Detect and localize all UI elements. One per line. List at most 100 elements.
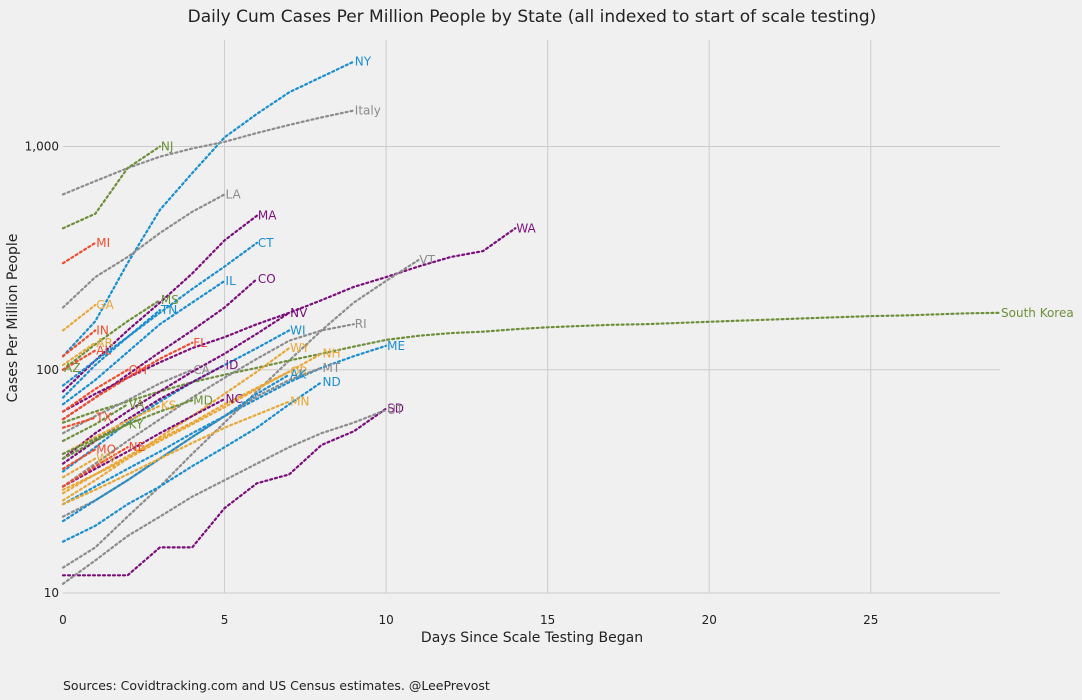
series-line-ny: [61, 60, 355, 358]
series-line-md: [61, 399, 194, 460]
series-line-ri: [61, 323, 355, 488]
series-line-nh: [61, 352, 323, 495]
series-line-vt: [61, 259, 420, 569]
series-line-ks: [61, 404, 161, 455]
series-label: LA: [226, 187, 242, 201]
series-line-mo: [61, 448, 97, 470]
series-label: ID: [226, 358, 239, 372]
series-label: MT: [322, 361, 340, 375]
series-line-wa: [61, 227, 517, 413]
axis-ticks: 0 5 10 15 20 25 10 100 1,000: [25, 140, 879, 627]
series-line-ms: [61, 299, 161, 371]
series-label: ME: [387, 339, 405, 353]
y-tick-label: 1,000: [25, 140, 59, 154]
series-label: ND: [322, 375, 340, 389]
series-line-al: [61, 349, 97, 371]
series-label: WI: [290, 323, 305, 337]
series-label: VA: [129, 397, 145, 411]
series-line-ct: [61, 241, 258, 387]
series-line-mn: [61, 400, 291, 506]
chart-title: Daily Cum Cases Per Million People by St…: [188, 7, 877, 27]
series-label: Italy: [355, 103, 381, 117]
x-tick-label: 10: [378, 613, 393, 627]
series-line-ne: [61, 446, 129, 488]
series-line-va: [61, 403, 129, 442]
series-label: TN: [160, 303, 177, 317]
series-label: MO: [96, 442, 116, 456]
series-line-in: [61, 329, 97, 358]
series-label: MD: [193, 393, 213, 407]
series-label: CT: [258, 236, 274, 250]
series-lines: [61, 60, 1002, 585]
series-label: KY: [129, 417, 144, 431]
x-axis-label: Days Since Scale Testing Began: [421, 630, 643, 646]
series-label: South Korea: [1001, 306, 1074, 320]
series-line-oh: [61, 368, 129, 413]
series-line-ut: [61, 408, 388, 585]
series-label: AL: [96, 343, 111, 357]
series-label: CO: [258, 272, 276, 286]
series-line-nd: [61, 381, 323, 543]
series-label: WA: [516, 221, 536, 235]
series-line-nc: [61, 397, 226, 488]
x-tick-label: 5: [221, 613, 229, 627]
series-line-nv: [61, 311, 291, 460]
series-label: NE: [129, 440, 146, 454]
source-note: Sources: Covidtracking.com and US Census…: [63, 678, 490, 693]
series-label: AZ: [64, 361, 80, 375]
series-label: AR: [96, 336, 113, 350]
series-line-nj: [61, 145, 161, 230]
series-label: OR: [290, 365, 308, 379]
series-label: NY: [355, 55, 372, 69]
series-line-or: [61, 370, 291, 491]
series-line-italy: [61, 109, 355, 196]
series-label: IL: [226, 274, 237, 288]
series-line-il: [61, 279, 226, 406]
x-tick-label: 20: [702, 613, 717, 627]
series-label: GA: [96, 298, 114, 312]
series-label: CA: [193, 363, 210, 377]
series-line-ak: [61, 373, 291, 523]
series-label: SD: [387, 402, 404, 416]
series-label: AK: [290, 368, 307, 382]
series-label: TX: [95, 411, 112, 425]
series-label: VT: [419, 253, 435, 267]
series-line-sd: [61, 407, 388, 577]
series-line-fl: [61, 341, 194, 421]
series-line-ky: [61, 423, 129, 455]
series-label: MI: [96, 236, 110, 250]
y-tick-label: 10: [44, 586, 59, 600]
x-tick-label: 15: [540, 613, 555, 627]
series-line-wv: [61, 457, 97, 479]
series-label: WV: [96, 452, 117, 466]
series-label: IN: [96, 323, 109, 337]
series-label: RI: [355, 317, 367, 331]
series-line-tn: [61, 309, 161, 399]
x-tick-label: 0: [59, 613, 67, 627]
series-label: NH: [322, 347, 340, 361]
series-line-la: [61, 193, 226, 309]
series-label: FL: [193, 336, 207, 350]
x-tick-label: 25: [863, 613, 878, 627]
series-label: MA: [258, 209, 277, 223]
series-label: NJ: [161, 140, 174, 154]
series-label: KS: [161, 399, 177, 413]
series-label: NV: [290, 306, 308, 320]
y-tick-label: 100: [36, 363, 59, 377]
series-label: MS: [161, 293, 179, 307]
series-label: WY: [290, 341, 310, 355]
series-line-ga: [61, 303, 97, 332]
series-label: MN: [290, 395, 309, 409]
series-label: NC: [226, 392, 243, 406]
series-line-south-korea: [61, 311, 1002, 424]
series-label: OH: [129, 363, 147, 377]
y-axis-label: Cases Per Million People: [5, 234, 21, 403]
series-label: UT: [387, 403, 404, 417]
series-line-mi: [61, 241, 97, 265]
series-line-wy: [61, 347, 291, 502]
series-line-wi: [61, 329, 291, 473]
series-line-ar: [61, 341, 97, 367]
series-line-tx: [61, 416, 97, 429]
